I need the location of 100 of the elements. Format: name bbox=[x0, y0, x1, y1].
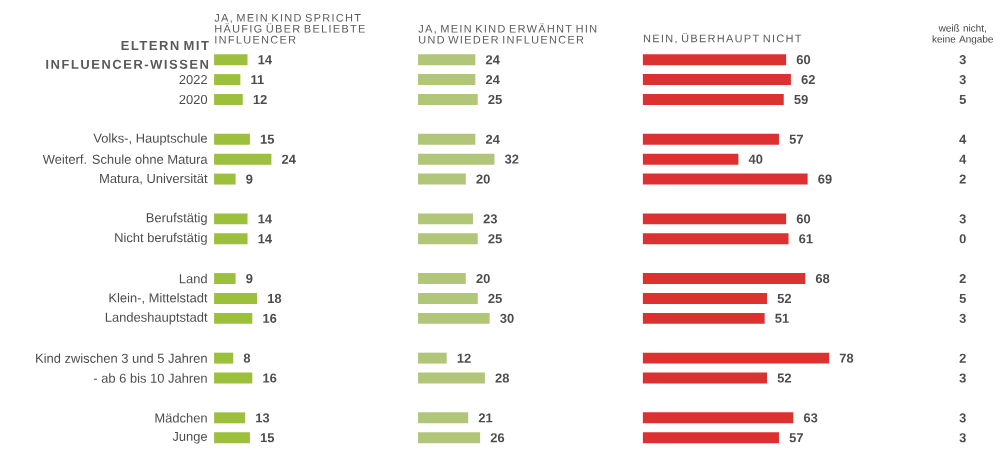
data-label: 57 bbox=[789, 134, 803, 144]
y-axis-title: ELTERN MIT INFLUENCER-WISSEN bbox=[46, 41, 209, 70]
data-label: 14 bbox=[258, 214, 272, 224]
data-label: 3 bbox=[959, 55, 966, 65]
data-label: 40 bbox=[748, 154, 763, 164]
y-tick-label: Junge bbox=[172, 432, 208, 444]
bar bbox=[214, 94, 243, 106]
bar bbox=[418, 372, 485, 384]
chart-title: JA, MEIN KIND ERWÄHNT HIN UND WIEDER INFLUENCER bbox=[418, 23, 597, 44]
bar bbox=[418, 313, 490, 324]
bar bbox=[642, 372, 768, 384]
y-tick-label: Berufstätig bbox=[146, 213, 207, 226]
data-label: 69 bbox=[818, 174, 832, 184]
bar bbox=[418, 173, 466, 185]
bar bbox=[642, 432, 779, 444]
data-label: 63 bbox=[803, 413, 818, 423]
data-label: 3 bbox=[959, 75, 966, 85]
bar bbox=[418, 54, 476, 66]
bar bbox=[418, 74, 476, 86]
bar bbox=[642, 352, 830, 364]
bar bbox=[642, 412, 794, 424]
data-label: 24 bbox=[485, 134, 500, 144]
y-tick-label: Landeshauptstadt bbox=[105, 312, 208, 325]
bar bbox=[418, 432, 481, 444]
bar bbox=[214, 313, 253, 324]
data-label: 4 bbox=[959, 154, 967, 164]
data-label: 60 bbox=[796, 214, 811, 224]
y-tick-label: Kind zwischen 3 und 5 Jahren bbox=[36, 353, 207, 364]
bar bbox=[214, 372, 253, 384]
data-label: 5 bbox=[959, 95, 966, 105]
bar bbox=[642, 153, 739, 165]
data-label: 78 bbox=[839, 353, 854, 363]
data-label: 25 bbox=[488, 95, 502, 105]
data-label: 15 bbox=[260, 134, 275, 144]
bar bbox=[418, 293, 478, 305]
data-label: 60 bbox=[796, 55, 811, 65]
bar bbox=[642, 213, 787, 225]
y-tick-label: 2020 bbox=[179, 95, 208, 105]
bar bbox=[214, 213, 248, 225]
data-label: 20 bbox=[476, 174, 490, 184]
bar bbox=[214, 432, 250, 444]
data-label: 16 bbox=[263, 373, 277, 383]
data-label: 24 bbox=[282, 154, 296, 164]
data-label: 30 bbox=[500, 313, 514, 324]
data-label: 0 bbox=[959, 234, 966, 244]
bar bbox=[642, 233, 789, 245]
data-label: 68 bbox=[815, 274, 830, 284]
y-tick-label: Klein-, Mittelstadt bbox=[109, 293, 208, 305]
y-tick-label: - ab 6 bis 10 Jahren bbox=[93, 373, 207, 383]
chart-title: JA, MEIN KIND SPRICHT HÄUFIG ÜBER BELIEBTE INFLUENCER bbox=[214, 14, 365, 44]
bar bbox=[418, 213, 473, 225]
data-label: 52 bbox=[777, 294, 792, 304]
data-label: 13 bbox=[256, 413, 270, 423]
y-tick-label: Volks-, Hauptschule bbox=[93, 133, 207, 146]
data-label: 2 bbox=[959, 174, 966, 184]
data-label: 26 bbox=[490, 433, 505, 443]
bar bbox=[642, 173, 808, 185]
bar bbox=[642, 54, 787, 66]
bar bbox=[214, 233, 248, 245]
bar bbox=[642, 74, 791, 86]
data-label: 2 bbox=[959, 353, 966, 363]
data-label: 32 bbox=[504, 154, 519, 164]
data-label: 62 bbox=[801, 75, 815, 85]
data-label: 14 bbox=[258, 55, 272, 65]
data-label: 3 bbox=[959, 373, 966, 383]
bar bbox=[418, 94, 478, 106]
data-label: 4 bbox=[959, 135, 967, 144]
data-label: 28 bbox=[495, 373, 510, 383]
data-label: 3 bbox=[959, 214, 966, 224]
bar bbox=[642, 313, 765, 324]
bar bbox=[418, 273, 466, 285]
bar bbox=[642, 94, 784, 106]
bar bbox=[642, 273, 806, 285]
data-label: 59 bbox=[794, 95, 808, 105]
data-label: 2 bbox=[959, 274, 966, 284]
bar bbox=[214, 293, 258, 305]
data-label: 20 bbox=[476, 274, 490, 284]
data-label: 12 bbox=[253, 95, 267, 105]
data-label: 15 bbox=[260, 433, 275, 443]
data-label: 5 bbox=[959, 294, 966, 304]
bar bbox=[214, 153, 272, 165]
bar bbox=[214, 173, 236, 185]
text: weiß nicht, keine Angabe bbox=[932, 24, 993, 45]
bar bbox=[418, 352, 447, 364]
data-label: 3 bbox=[959, 433, 966, 443]
data-label: 25 bbox=[488, 234, 502, 244]
data-label: 61 bbox=[799, 234, 813, 244]
y-tick-label: Nicht berufstätig bbox=[115, 232, 207, 245]
data-label: 25 bbox=[488, 294, 502, 304]
data-label: 51 bbox=[775, 314, 789, 324]
data-label: 9 bbox=[246, 274, 253, 284]
chart-title: NEIN, ÜBERHAUPT NICHT bbox=[643, 33, 802, 44]
bar bbox=[418, 153, 495, 165]
bar bbox=[214, 352, 234, 364]
y-tick-label: Land bbox=[179, 273, 207, 284]
data-label: 18 bbox=[268, 294, 282, 304]
data-label: 3 bbox=[959, 313, 966, 324]
data-label: 8 bbox=[243, 353, 251, 363]
data-label: 24 bbox=[485, 75, 500, 85]
bar bbox=[418, 233, 478, 245]
